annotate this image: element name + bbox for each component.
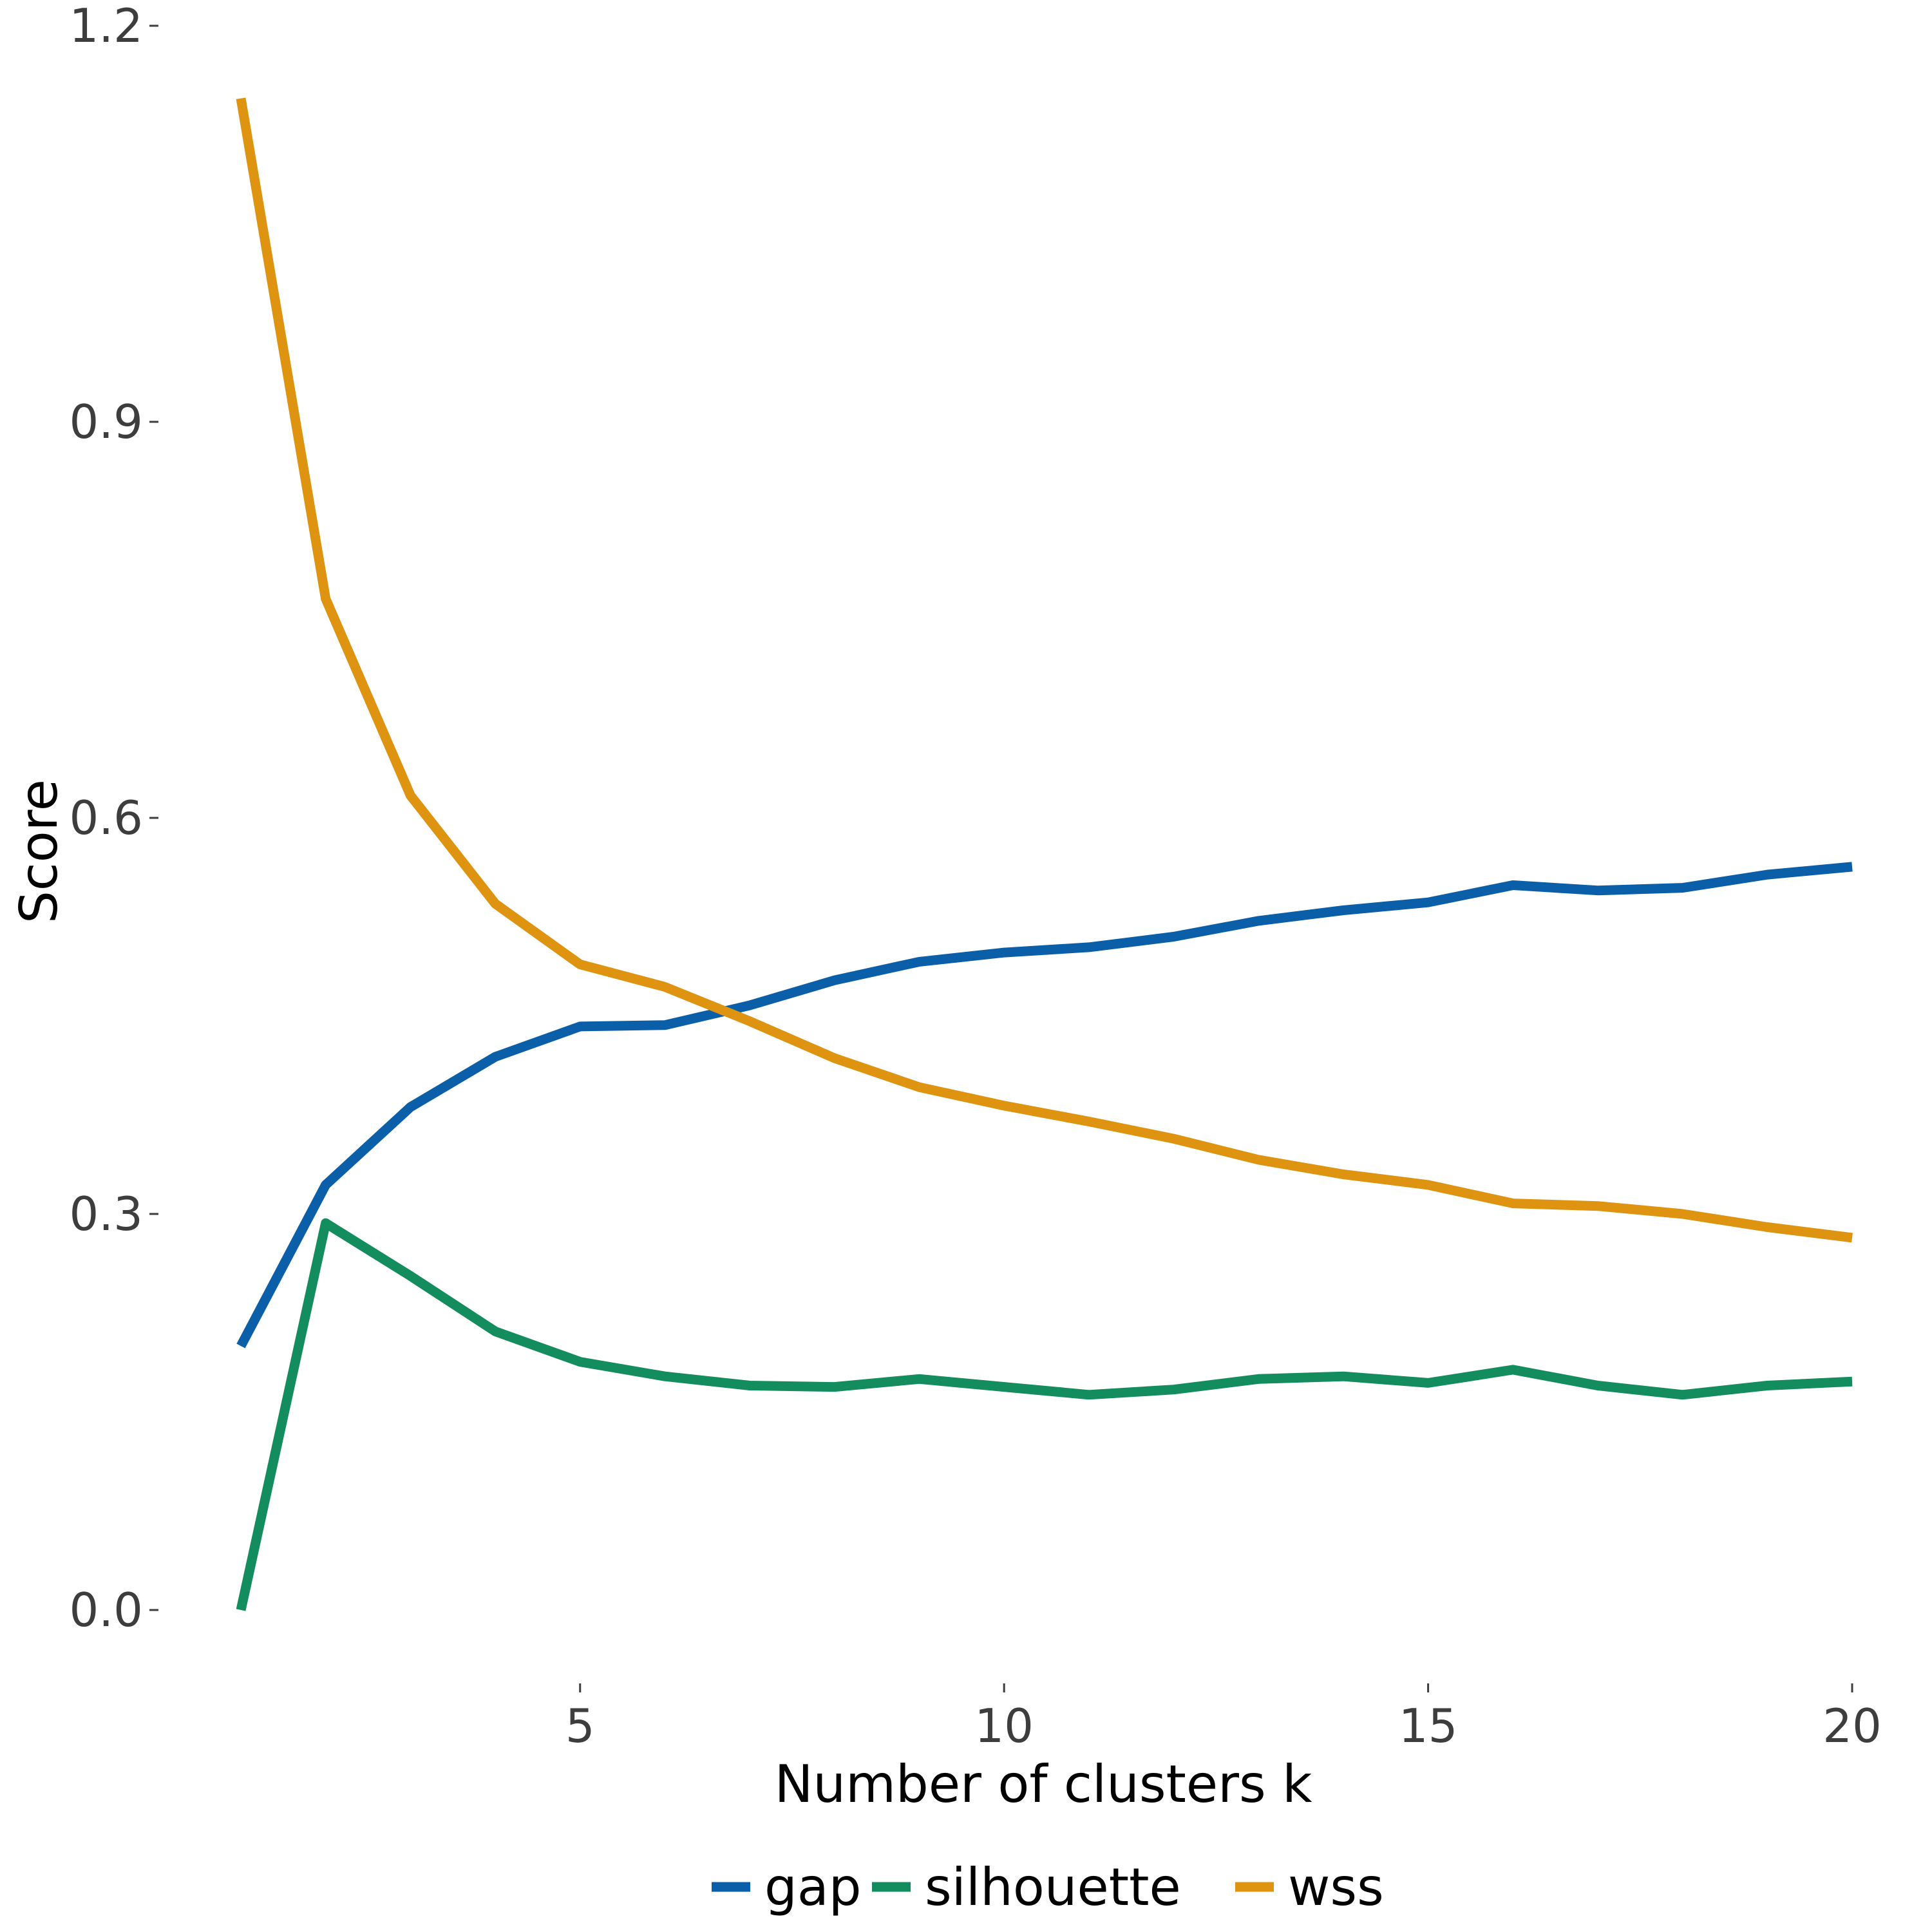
legend-label-silhouette: silhouette [925,1857,1181,1917]
legend: gap silhouette wss [712,1857,1384,1917]
y-tick-label-0-0: 0.0 [69,1583,143,1637]
y-tick-label-1-2: 1.2 [69,0,143,53]
series-line-wss [236,97,1853,1243]
legend-label-gap: gap [764,1857,862,1917]
y-axis-title: Score [9,779,69,923]
legend-item-gap: gap [712,1857,862,1917]
y-tick-label-0-3: 0.3 [69,1187,143,1241]
x-tick-label-10: 10 [974,1699,1034,1753]
x-axis-title: Number of clusters k [775,1754,1313,1814]
x-tick-label-20: 20 [1823,1699,1882,1753]
y-axis: 0.0 0.3 0.6 0.9 1.2 [69,0,158,1637]
x-axis: 5 10 15 20 [565,1683,1882,1753]
x-tick-label-5: 5 [565,1699,595,1753]
y-tick-label-0-6: 0.6 [69,791,143,845]
series-layer [236,97,1853,1611]
y-tick-label-0-9: 0.9 [69,395,143,449]
x-tick-label-15: 15 [1399,1699,1458,1753]
legend-label-wss: wss [1288,1857,1384,1917]
series-line-gap [236,862,1853,1349]
series-line-silhouette [236,1218,1853,1611]
legend-item-silhouette: silhouette [872,1857,1181,1917]
legend-item-wss: wss [1235,1857,1384,1917]
